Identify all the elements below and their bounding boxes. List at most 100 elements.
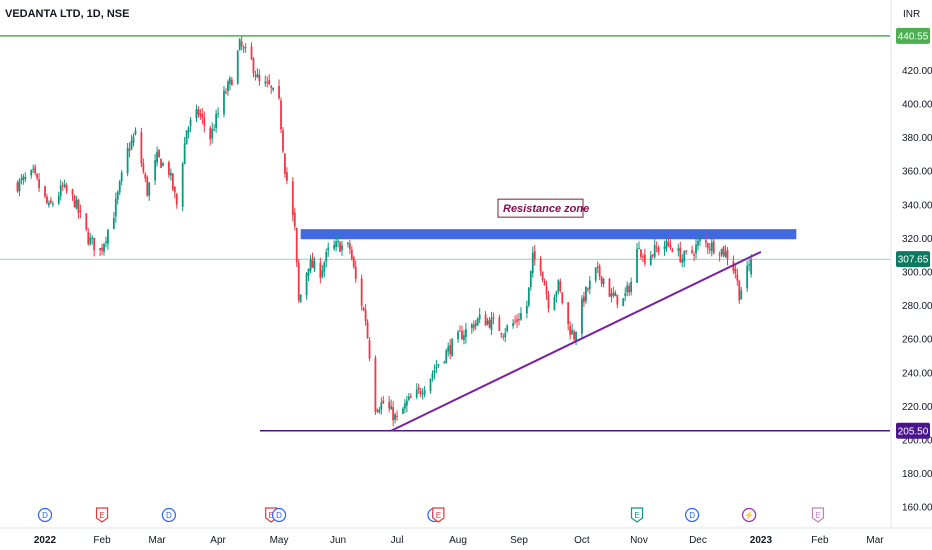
candle-body (636, 248, 638, 283)
event-marker-letter: ⚡ (744, 510, 754, 520)
candle (541, 271, 544, 283)
candle (130, 134, 133, 151)
candle-body (282, 130, 284, 152)
candle-body (626, 285, 629, 293)
candle-body (32, 168, 35, 170)
candle (333, 240, 336, 251)
candle-body (30, 170, 33, 176)
candle (470, 323, 473, 334)
candle-body (307, 268, 310, 276)
candle (500, 332, 503, 338)
candle (622, 298, 625, 307)
candle (195, 104, 198, 123)
candle-body (559, 281, 562, 291)
candle-body (201, 113, 204, 118)
candle-body (547, 294, 550, 309)
candle-body (162, 163, 164, 166)
candle-body (683, 251, 686, 262)
y-tick-label: 200.00 (902, 436, 932, 447)
candle-body (405, 400, 408, 406)
candle (120, 170, 123, 186)
candle (447, 342, 450, 357)
candle (266, 76, 269, 88)
candle-body (213, 129, 216, 131)
candle (488, 317, 491, 329)
candle (327, 242, 330, 257)
candle-body (258, 74, 261, 82)
candle (492, 312, 495, 325)
candle-body (697, 241, 699, 246)
candle-body (512, 323, 515, 327)
x-tick-label: Dec (689, 535, 707, 546)
candle (339, 240, 341, 252)
candle (636, 243, 638, 283)
candle (158, 149, 160, 158)
candle-body (614, 292, 617, 297)
candle (116, 190, 119, 205)
candle (712, 238, 715, 255)
candle-body (91, 237, 94, 239)
candle-body (571, 330, 574, 335)
candle (213, 124, 216, 131)
candle-body (504, 332, 507, 338)
candle (22, 174, 25, 185)
candle (614, 290, 617, 297)
candle-body (132, 136, 135, 143)
event-marker-letter: E (269, 511, 274, 520)
candle (547, 290, 550, 313)
candle-body (718, 254, 721, 256)
candle (183, 136, 186, 165)
candle-body (350, 249, 353, 259)
candle (228, 75, 231, 90)
candle (667, 238, 670, 248)
candle-body (118, 181, 121, 193)
candle (677, 243, 680, 257)
candle-body (238, 39, 241, 51)
candle (162, 161, 164, 167)
candle (354, 260, 357, 283)
candle-body (341, 245, 343, 251)
candle-body (490, 317, 493, 331)
candle (61, 181, 64, 191)
candle-body (185, 130, 188, 145)
candle (531, 246, 534, 278)
candle (134, 127, 137, 136)
candle (628, 282, 631, 297)
candle (683, 250, 686, 268)
candle (93, 237, 96, 257)
candle (514, 315, 516, 325)
candle (197, 106, 200, 118)
candle-body (679, 247, 682, 263)
candle (51, 201, 54, 208)
candle (419, 387, 422, 398)
candle-body (437, 364, 440, 366)
candle-body (189, 119, 192, 127)
candle-body (89, 237, 92, 245)
y-tick-label: 300.00 (902, 268, 932, 279)
candlestick-series (16, 36, 752, 427)
candle (337, 235, 339, 248)
candle (36, 173, 39, 181)
candle-body (598, 266, 601, 277)
candle-body (156, 151, 159, 163)
candle-body (543, 280, 546, 286)
candle-body (313, 261, 316, 270)
candle (561, 292, 564, 305)
candle (394, 412, 396, 424)
candle (567, 302, 570, 331)
candle (748, 259, 751, 272)
candle (710, 238, 713, 257)
candle-body (681, 259, 684, 263)
candle-body (75, 200, 78, 209)
candle-body (77, 199, 80, 213)
candle-body (57, 196, 60, 204)
candle (382, 395, 385, 404)
candle-body (107, 229, 109, 244)
event-marker-D: D (684, 507, 700, 523)
candle-body (640, 249, 642, 257)
candle (87, 227, 90, 246)
candle (490, 311, 493, 335)
candle (600, 276, 603, 288)
candle-body (38, 179, 40, 189)
